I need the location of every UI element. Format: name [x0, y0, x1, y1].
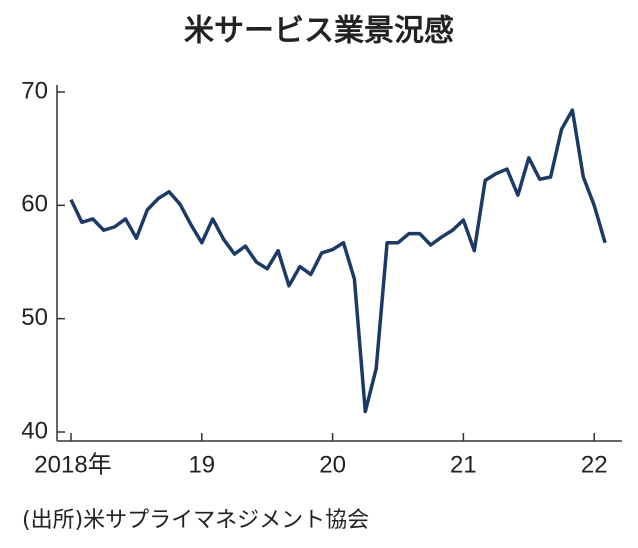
x-tick-label: 20: [319, 451, 346, 478]
data-line: [69, 108, 607, 414]
y-tick-label: 60: [21, 191, 48, 218]
chart-title: 米サービス業景況感: [184, 14, 454, 49]
source-note: (出所)米サプライマネジメント協会: [22, 508, 369, 533]
y-tick-label: 50: [21, 304, 48, 331]
x-tick-label: 22: [581, 451, 608, 478]
x-tick-label: 2018年: [34, 451, 111, 478]
x-tick-label: 21: [450, 451, 477, 478]
x-tick-label: 19: [188, 451, 215, 478]
y-tick-label: 70: [21, 77, 48, 104]
y-tick-label: 40: [21, 417, 48, 444]
